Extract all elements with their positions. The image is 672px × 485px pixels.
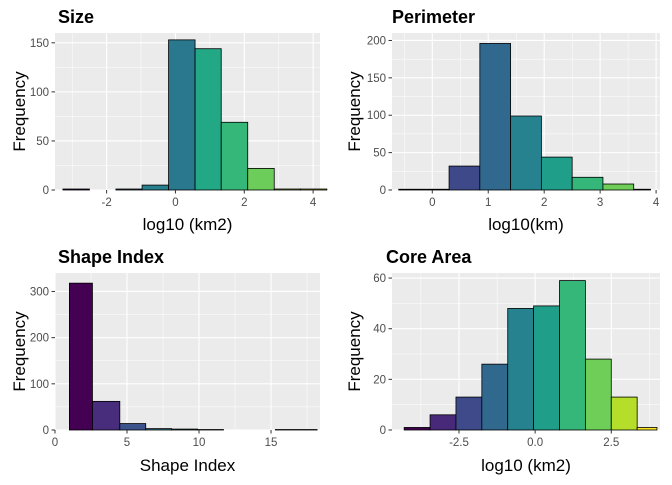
- y-axis-title: Frequency: [345, 71, 364, 152]
- panel-title: Perimeter: [392, 7, 475, 27]
- y-tick-label: 0: [380, 185, 386, 197]
- histogram-bar: [572, 177, 603, 190]
- panel-title: Core Area: [386, 247, 472, 267]
- y-tick-label: 0: [43, 185, 49, 197]
- histogram-bar: [534, 306, 560, 430]
- y-tick-label: 60: [373, 273, 386, 285]
- histogram-bar: [541, 157, 572, 190]
- histogram-bar: [404, 427, 430, 430]
- y-tick-label: 20: [373, 374, 386, 386]
- panel-title: Size: [58, 7, 94, 27]
- x-tick-label: -2: [102, 197, 112, 209]
- histogram-bar: [637, 427, 657, 430]
- x-tick-label: 2: [241, 197, 247, 209]
- histogram-bar: [63, 189, 90, 190]
- y-tick-label: 200: [30, 333, 49, 345]
- y-tick-label: 40: [373, 324, 386, 336]
- y-tick-label: 150: [367, 73, 386, 85]
- histogram-bar: [585, 359, 611, 430]
- x-axis-title: Shape Index: [140, 456, 236, 475]
- x-tick-label: 0.0: [527, 437, 543, 449]
- histogram-bar: [511, 116, 542, 190]
- y-axis-title: Frequency: [345, 311, 364, 392]
- panel-shape-index: 0 5 10 15 0 100 200 300 Shape Index Shape Index Fr…: [10, 247, 320, 475]
- panel-title: Shape Index: [58, 247, 164, 267]
- x-tick-label: 5: [124, 437, 130, 449]
- y-axis-title: Frequency: [10, 71, 29, 152]
- y-tick-label: 300: [30, 286, 49, 298]
- histogram-bar: [603, 184, 634, 190]
- x-tick-label: 4: [310, 197, 317, 209]
- histogram-bar: [142, 185, 169, 190]
- histogram-bar: [560, 281, 586, 430]
- x-tick-label: 4: [653, 197, 660, 209]
- histogram-bar: [169, 40, 196, 190]
- histogram-bar: [69, 283, 92, 430]
- x-tick-label: 3: [597, 197, 603, 209]
- histogram-bar: [508, 308, 534, 430]
- histogram-bar: [146, 429, 172, 430]
- histogram-bar: [449, 166, 480, 190]
- histogram-bar: [274, 189, 300, 190]
- histogram-bar: [300, 189, 327, 190]
- histogram-bar: [480, 43, 511, 190]
- y-tick-label: 100: [30, 379, 49, 391]
- panel-perimeter: 0 1 2 3 4 0 50 100 150 200 Perimeter log10(km) Frequ…: [345, 7, 660, 234]
- y-tick-label: 200: [367, 35, 386, 47]
- y-axis-title: Frequency: [10, 311, 29, 392]
- y-tick-label: 0: [380, 425, 386, 437]
- histogram-bar: [611, 397, 637, 430]
- x-tick-label: 10: [193, 437, 206, 449]
- histogram-bar: [456, 397, 482, 430]
- histogram-bar: [195, 49, 221, 190]
- histogram-bar: [172, 429, 198, 430]
- x-tick-label: 0: [429, 197, 435, 209]
- panel-size: -2 0 2 4 0 50 100 150 Size log10 (km2) Frequency: [10, 7, 327, 234]
- x-tick-label: 0: [172, 197, 178, 209]
- histogram-bar: [120, 424, 146, 430]
- x-axis-title: log10(km): [488, 215, 564, 234]
- x-tick-label: 2.5: [603, 437, 619, 449]
- x-tick-label: 1: [485, 197, 491, 209]
- y-tick-label: 100: [30, 87, 49, 99]
- x-tick-label: 0: [52, 437, 58, 449]
- y-tick-label: 150: [30, 38, 49, 50]
- y-tick-label: 0: [43, 425, 49, 437]
- histogram-bar: [482, 364, 508, 430]
- histogram-bar: [634, 189, 651, 190]
- histogram-bar: [430, 415, 456, 430]
- y-tick-label: 100: [367, 110, 386, 122]
- x-tick-label: 2: [541, 197, 547, 209]
- y-tick-label: 50: [373, 148, 386, 160]
- histogram-bar: [432, 189, 449, 190]
- y-tick-label: 50: [36, 136, 49, 148]
- x-axis-title: log10 (km2): [481, 456, 571, 475]
- histogram-bar: [92, 401, 119, 430]
- x-tick-label: -2.5: [449, 437, 469, 449]
- histogram-bar: [221, 122, 248, 190]
- x-axis-title: log10 (km2): [143, 215, 233, 234]
- histogram-bar: [248, 168, 275, 190]
- histogram-bar: [116, 189, 142, 190]
- x-tick-label: 15: [265, 437, 278, 449]
- histogram-bar: [399, 189, 433, 190]
